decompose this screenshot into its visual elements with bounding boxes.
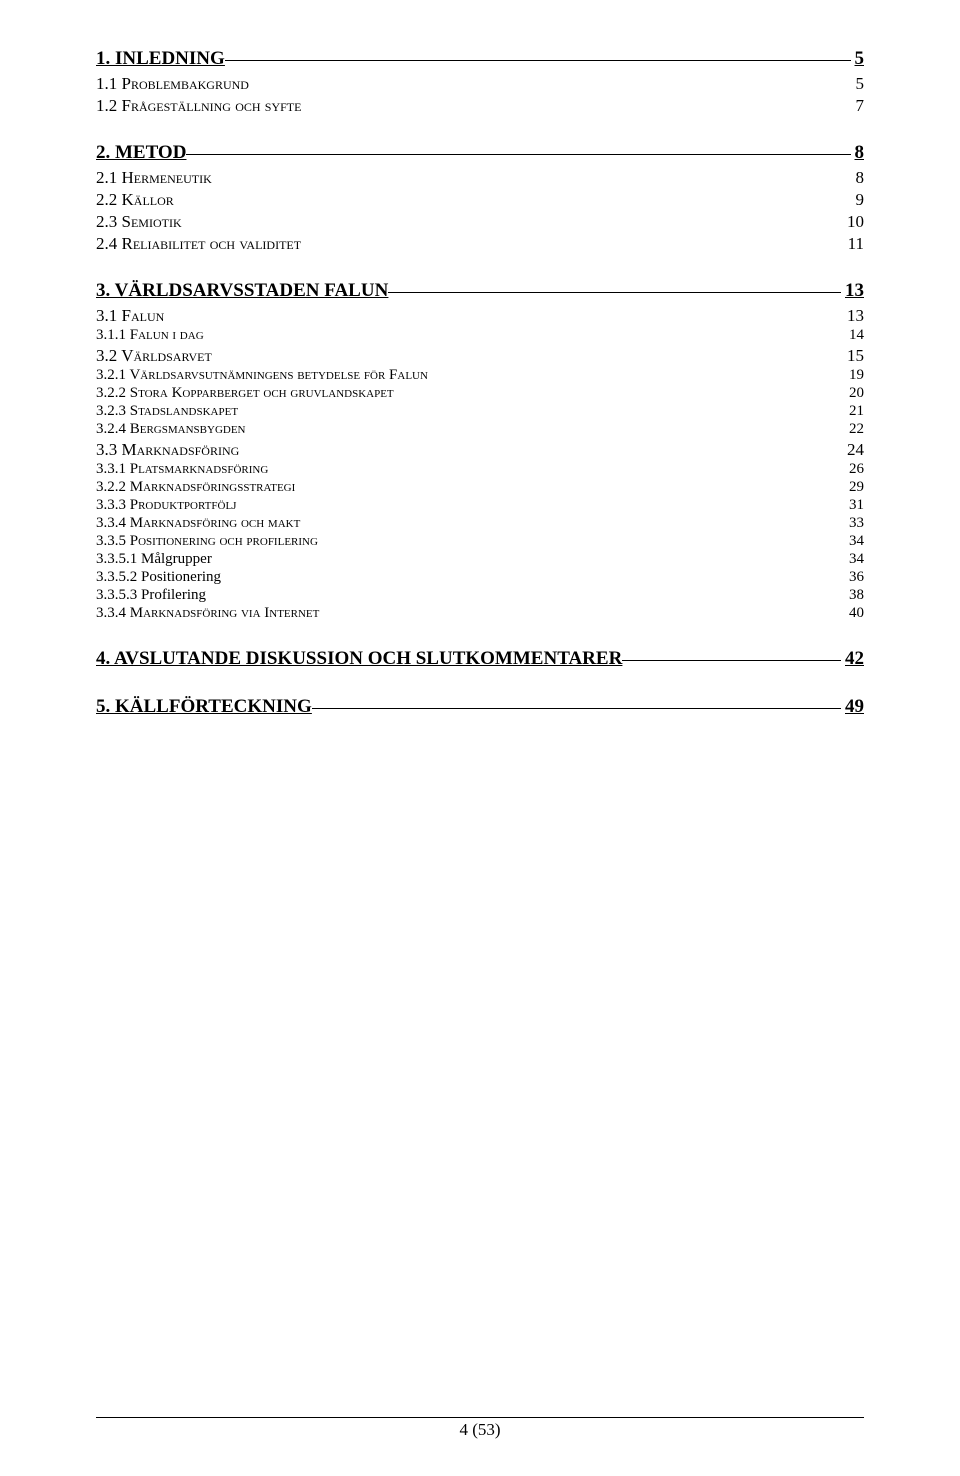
- toc-page: 49: [841, 696, 864, 718]
- toc-row: 3. VÄRLDSARVSSTADEN FALUN 13: [96, 280, 864, 302]
- page-number: 4 (53): [459, 1420, 500, 1439]
- toc-row: 1.2 Frågeställning och syfte 7: [96, 96, 864, 116]
- toc-page: 33: [845, 515, 864, 532]
- toc-label: 3.1 Falun: [96, 306, 164, 326]
- toc-leader: [186, 154, 850, 155]
- toc-page: 29: [845, 479, 864, 496]
- toc-page: 10: [843, 212, 864, 232]
- toc-label: 1.1 Problembakgrund: [96, 74, 249, 94]
- toc-label: 3.2.1 Världsarvsutnämningens betydelse f…: [96, 367, 428, 384]
- toc-page: 14: [845, 327, 864, 344]
- toc-page: 34: [845, 533, 864, 550]
- toc-label: 2.2 Källor: [96, 190, 174, 210]
- toc-page: 19: [845, 367, 864, 384]
- toc-page: 11: [844, 234, 864, 254]
- toc-label: 3.3.5.1 Målgrupper: [96, 551, 212, 568]
- toc-row: 1. INLEDNING 5: [96, 48, 864, 70]
- toc-page: 7: [852, 96, 865, 116]
- toc-row: 3.3.5.1 Målgrupper 34: [96, 551, 864, 568]
- toc-leader: [225, 60, 851, 61]
- toc-page: 9: [852, 190, 865, 210]
- toc-label: 3.3.5.3 Profilering: [96, 587, 206, 604]
- toc-row: 3.3.4 Marknadsföring via Internet 40: [96, 605, 864, 622]
- toc-label: 2.1 Hermeneutik: [96, 168, 212, 188]
- toc-row: 3.2.1 Världsarvsutnämningens betydelse f…: [96, 367, 864, 384]
- toc-row: 3.3.1 Platsmarknadsföring 26: [96, 461, 864, 478]
- toc-page: 5: [851, 48, 865, 70]
- toc-row: 3.2.2 Marknadsföringsstrategi 29: [96, 479, 864, 496]
- toc-leader: [388, 292, 841, 293]
- toc-row: 3.2.2 Stora Kopparberget och gruvlandska…: [96, 385, 864, 402]
- page-content: 1. INLEDNING51.1 Problembakgrund51.2 Frå…: [0, 0, 960, 718]
- toc-row: 1.1 Problembakgrund 5: [96, 74, 864, 94]
- toc-label: 1.2 Frågeställning och syfte: [96, 96, 301, 116]
- toc-label: 2.4 Reliabilitet och validitet: [96, 234, 301, 254]
- toc-page: 13: [843, 306, 864, 326]
- toc-label: 3.2.4 Bergsmansbygden: [96, 421, 246, 438]
- toc-page: 8: [851, 142, 865, 164]
- toc-page: 13: [841, 280, 864, 302]
- toc-page: 40: [845, 605, 864, 622]
- toc-label: 4. AVSLUTANDE DISKUSSION OCH SLUTKOMMENT…: [96, 648, 622, 670]
- toc-page: 15: [843, 346, 864, 366]
- toc-row: 3.3 Marknadsföring 24: [96, 440, 864, 460]
- toc-label: 3.3.5.2 Positionering: [96, 569, 221, 586]
- toc-row: 3.2 Världsarvet 15: [96, 346, 864, 366]
- toc-page: 26: [845, 461, 864, 478]
- toc-row: 4. AVSLUTANDE DISKUSSION OCH SLUTKOMMENT…: [96, 648, 864, 670]
- toc-row: 3.3.5 Positionering och profilering 34: [96, 533, 864, 550]
- toc-leader: [312, 708, 841, 709]
- toc-page: 21: [845, 403, 864, 420]
- toc-row: 3.2.3 Stadslandskapet 21: [96, 403, 864, 420]
- toc-label: 5. KÄLLFÖRTECKNING: [96, 696, 312, 718]
- toc-label: 3.2.3 Stadslandskapet: [96, 403, 238, 420]
- toc-row: 3.3.5.3 Profilering 38: [96, 587, 864, 604]
- toc-row: 3.1 Falun 13: [96, 306, 864, 326]
- toc-row: 3.1.1 Falun i dag 14: [96, 327, 864, 344]
- toc-row: 5. KÄLLFÖRTECKNING 49: [96, 696, 864, 718]
- toc-page: 5: [852, 74, 865, 94]
- toc-page: 34: [845, 551, 864, 568]
- toc-label: 2.3 Semiotik: [96, 212, 182, 232]
- toc-leader: [622, 660, 841, 661]
- toc-label: 3.1.1 Falun i dag: [96, 327, 204, 344]
- toc-label: 3.3.5 Positionering och profilering: [96, 533, 318, 550]
- toc-page: 36: [845, 569, 864, 586]
- toc-row: 3.2.4 Bergsmansbygden 22: [96, 421, 864, 438]
- toc-page: 22: [845, 421, 864, 438]
- toc-row: 3.3.3 Produktportfölj 31: [96, 497, 864, 514]
- toc-page: 31: [845, 497, 864, 514]
- toc-row: 3.3.5.2 Positionering 36: [96, 569, 864, 586]
- toc-row: 2.3 Semiotik 10: [96, 212, 864, 232]
- toc-row: 2. METOD 8: [96, 142, 864, 164]
- toc-label: 1. INLEDNING: [96, 48, 225, 70]
- toc-row: 2.1 Hermeneutik 8: [96, 168, 864, 188]
- toc-page: 38: [845, 587, 864, 604]
- toc-label: 3.2.2 Stora Kopparberget och gruvlandska…: [96, 385, 394, 402]
- toc-label: 3.3.1 Platsmarknadsföring: [96, 461, 268, 478]
- toc-page: 20: [845, 385, 864, 402]
- toc-page: 24: [843, 440, 864, 460]
- toc-row: 2.2 Källor 9: [96, 190, 864, 210]
- toc-page: 8: [852, 168, 865, 188]
- toc-label: 3.3.3 Produktportfölj: [96, 497, 236, 514]
- toc-page: 42: [841, 648, 864, 670]
- toc-label: 2. METOD: [96, 142, 186, 164]
- toc-label: 3.2 Världsarvet: [96, 346, 212, 366]
- page-footer: 4 (53): [96, 1417, 864, 1440]
- toc-label: 3.3.4 Marknadsföring via Internet: [96, 605, 319, 622]
- toc-row: 3.3.4 Marknadsföring och makt 33: [96, 515, 864, 532]
- toc-label: 3. VÄRLDSARVSSTADEN FALUN: [96, 280, 388, 302]
- table-of-contents: 1. INLEDNING51.1 Problembakgrund51.2 Frå…: [96, 48, 864, 718]
- toc-row: 2.4 Reliabilitet och validitet 11: [96, 234, 864, 254]
- toc-label: 3.3.4 Marknadsföring och makt: [96, 515, 300, 532]
- toc-label: 3.3 Marknadsföring: [96, 440, 239, 460]
- toc-label: 3.2.2 Marknadsföringsstrategi: [96, 479, 295, 496]
